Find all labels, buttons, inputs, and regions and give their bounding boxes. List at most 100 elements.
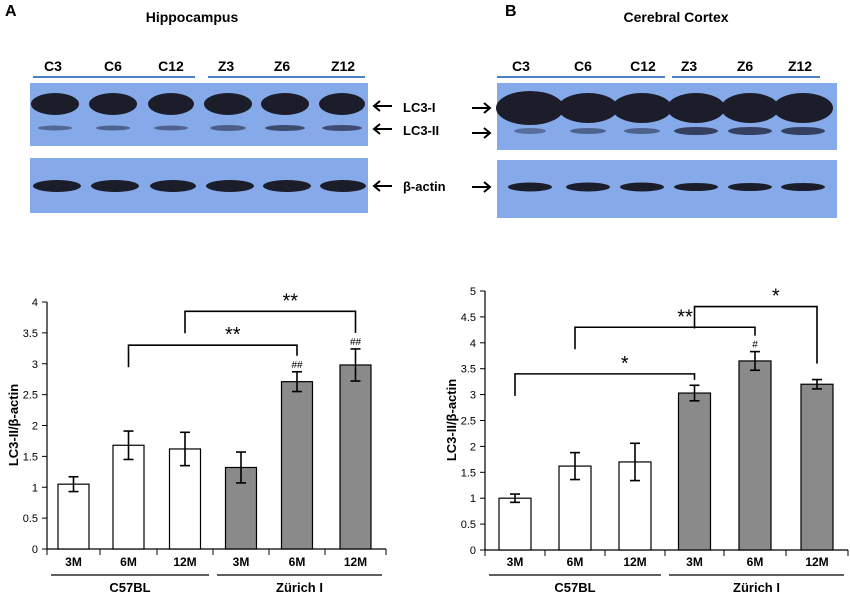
lane-label: Z6 (274, 58, 291, 74)
arrow-icon (372, 123, 381, 135)
panel-b-chart: 00.511.522.533.544.55LC3-II/β-actin#****… (444, 286, 849, 595)
band (320, 180, 366, 192)
lc3-i-bands (496, 91, 833, 125)
actin-bands (508, 182, 825, 192)
band (150, 180, 196, 192)
y-tick-label: 4 (470, 338, 476, 350)
significance-bracket (184, 310, 357, 334)
y-tick-label: 5 (470, 286, 476, 298)
band (667, 93, 725, 123)
band (31, 93, 79, 115)
band (674, 183, 718, 191)
panel-a-chart: 0 0.5 1 1.5 2 2.5 3 3.5 4 LC3-II/β-actin ## ## ** ** 3… (6, 290, 387, 595)
band (728, 183, 772, 191)
actin-membrane (497, 160, 837, 218)
y-tick-label: 0.5 (461, 519, 476, 531)
arrow-icon (372, 180, 381, 192)
band (566, 182, 610, 192)
y-tick-label: 2 (470, 441, 476, 453)
lane-label: C12 (630, 58, 656, 74)
band (265, 125, 305, 131)
y-tick-label: 3 (32, 359, 38, 371)
lc3-ii-bands (514, 127, 825, 135)
band (261, 93, 309, 115)
y-tick-label: 0 (32, 544, 38, 556)
group-label: Zürich I (733, 580, 780, 595)
y-tick-label: 2.5 (461, 416, 476, 428)
significance-bracket (574, 326, 756, 350)
bar-b-0 (498, 497, 532, 551)
x-tick-label: 6M (120, 555, 137, 569)
panel-b-letter: B (505, 3, 517, 20)
bar-a-5 (339, 364, 372, 550)
y-tick-label: 2 (32, 421, 38, 433)
significance-bracket (693, 305, 818, 364)
lane-label: C12 (158, 58, 184, 74)
panel-a-band-labels (372, 100, 392, 192)
panel-a-letter: A (5, 3, 17, 20)
band (322, 125, 362, 131)
band-label-actin: β-actin (403, 179, 446, 194)
band (558, 93, 618, 123)
bar-b-4 (738, 360, 772, 551)
x-tick-label: 6M (289, 555, 306, 569)
band (91, 180, 139, 192)
significance-label: * (772, 286, 780, 308)
arrow-icon (483, 102, 492, 114)
lane-label: C3 (44, 58, 62, 74)
band (263, 180, 311, 192)
y-tick-label: 4 (32, 297, 38, 309)
y-tick-label: 4.5 (461, 312, 476, 324)
actin-bands (33, 180, 366, 192)
significance-label: ** (225, 324, 241, 346)
band (319, 93, 365, 115)
significance-bracket (127, 344, 298, 368)
y-tick-label: 2.5 (23, 390, 38, 402)
x-tick-label: 6M (747, 555, 764, 569)
band (620, 182, 664, 192)
band (674, 127, 718, 135)
band-label-lc3ii: LC3-II (403, 123, 439, 138)
x-tick-label: 12M (805, 555, 828, 569)
group-label: C57BL (109, 580, 150, 595)
significance-label: ** (677, 306, 693, 328)
lc3-membrane (30, 83, 368, 146)
y-tick-label: 3.5 (23, 328, 38, 340)
band (38, 125, 72, 131)
y-tick-label: 0 (470, 545, 476, 557)
y-axis-label: LC3-II/β-actin (6, 384, 21, 466)
y-tick-label: 1.5 (461, 467, 476, 479)
band (570, 128, 606, 134)
band (781, 183, 825, 191)
lane-label: Z3 (681, 58, 698, 74)
panel-b-band-labels (472, 102, 492, 193)
group-label: Zürich I (276, 580, 323, 595)
band (624, 128, 660, 134)
group-label: C57BL (554, 580, 595, 595)
lane-label: Z6 (737, 58, 754, 74)
bar-a-0 (57, 483, 90, 550)
band-label-lc3i: LC3-I (403, 100, 436, 115)
y-tick-label: 1 (32, 482, 38, 494)
x-tick-label: 12M (173, 555, 196, 569)
x-tick-label: 6M (567, 555, 584, 569)
y-axis-label: LC3-II/β-actin (444, 379, 459, 461)
bar-a-4 (280, 381, 314, 550)
band (781, 127, 825, 135)
band (33, 180, 81, 192)
bar-b-3 (677, 392, 712, 551)
bar-annotation: # (752, 340, 758, 351)
band (210, 125, 246, 131)
panel-a-blot: A Hippocampus C3 C6 C12 Z3 Z6 Z12 (5, 3, 446, 213)
band (508, 182, 552, 192)
y-tick-label: 3 (470, 390, 476, 402)
x-tick-label: 3M (233, 555, 250, 569)
lane-label: Z3 (218, 58, 235, 74)
band (204, 93, 252, 115)
arrow-icon (483, 181, 492, 193)
lane-label: Z12 (331, 58, 355, 74)
band (773, 93, 833, 123)
band (721, 93, 779, 123)
bar-annotation: ## (350, 337, 362, 348)
